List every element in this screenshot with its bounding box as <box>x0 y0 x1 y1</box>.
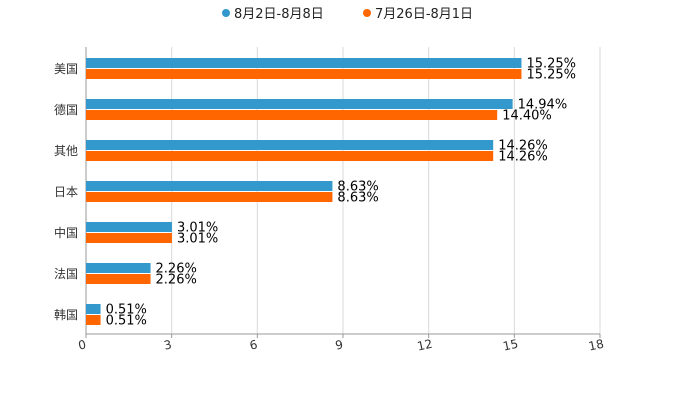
x-tick-label: 6 <box>248 337 258 352</box>
data-label: 14.26% <box>498 150 548 165</box>
legend-label: 8月2日-8月8日 <box>234 7 324 22</box>
data-label: 2.26% <box>156 262 197 277</box>
x-tick-label: 18 <box>587 337 605 354</box>
legend-item-series-1[interactable]: 8月2日-8月8日 <box>222 7 324 22</box>
category-label: 德国 <box>54 102 78 117</box>
bar-series-1[interactable] <box>86 140 494 150</box>
bars-layer <box>86 58 522 325</box>
labels-layer: 美国 15.25%15.25% 德国 14.94%14.40% 其他 14.26%14.2… <box>54 57 576 329</box>
data-label: 15.25% <box>526 57 576 72</box>
data-label: 14.40% <box>502 109 552 124</box>
bar-series-2[interactable] <box>86 233 172 243</box>
bar-series-1[interactable] <box>86 58 522 68</box>
grid-layer <box>171 47 601 334</box>
data-label: 2.26% <box>156 273 197 288</box>
x-tick-label: 12 <box>416 337 434 354</box>
bar-series-1[interactable] <box>86 222 172 232</box>
legend-item-series-2[interactable]: 7月26日-8月1日 <box>363 7 473 22</box>
bar-series-2[interactable] <box>86 69 522 79</box>
bar-series-2[interactable] <box>86 110 498 120</box>
x-tick-label: 0 <box>77 337 87 352</box>
data-label: 3.01% <box>177 221 218 236</box>
legend[interactable]: 8月2日-8月8日 7月26日-8月1日 <box>222 7 473 22</box>
data-label: 15.25% <box>526 68 576 83</box>
category-label: 美国 <box>54 62 78 76</box>
bar-series-2[interactable] <box>86 274 151 284</box>
x-tick-label: 3 <box>163 337 173 352</box>
legend-label: 7月26日-8月1日 <box>375 7 473 22</box>
data-label: 0.51% <box>106 314 147 329</box>
category-label: 其他 <box>54 144 78 158</box>
bar-series-2[interactable] <box>86 192 333 202</box>
data-label: 14.94% <box>518 98 568 113</box>
bar-series-1[interactable] <box>86 304 101 314</box>
bar-series-1[interactable] <box>86 181 333 191</box>
x-tick-label: 9 <box>334 337 344 352</box>
data-label: 0.51% <box>106 303 147 318</box>
legend-marker <box>222 9 230 17</box>
data-label: 8.63% <box>337 191 378 206</box>
bar-series-2[interactable] <box>86 315 101 325</box>
bar-series-1[interactable] <box>86 263 151 273</box>
data-label: 3.01% <box>177 232 218 247</box>
bar-series-2[interactable] <box>86 151 494 161</box>
category-label: 中国 <box>54 225 78 240</box>
category-label: 韩国 <box>54 307 78 322</box>
x-tick-label: 15 <box>502 337 520 354</box>
category-label: 日本 <box>54 185 78 199</box>
category-label: 法国 <box>54 267 78 281</box>
data-label: 14.26% <box>498 139 548 154</box>
legend-marker <box>363 9 371 17</box>
bar-series-1[interactable] <box>86 99 513 109</box>
axis-layer: 0 3 6 9 12 15 18 <box>77 47 605 354</box>
data-label: 8.63% <box>337 180 378 195</box>
